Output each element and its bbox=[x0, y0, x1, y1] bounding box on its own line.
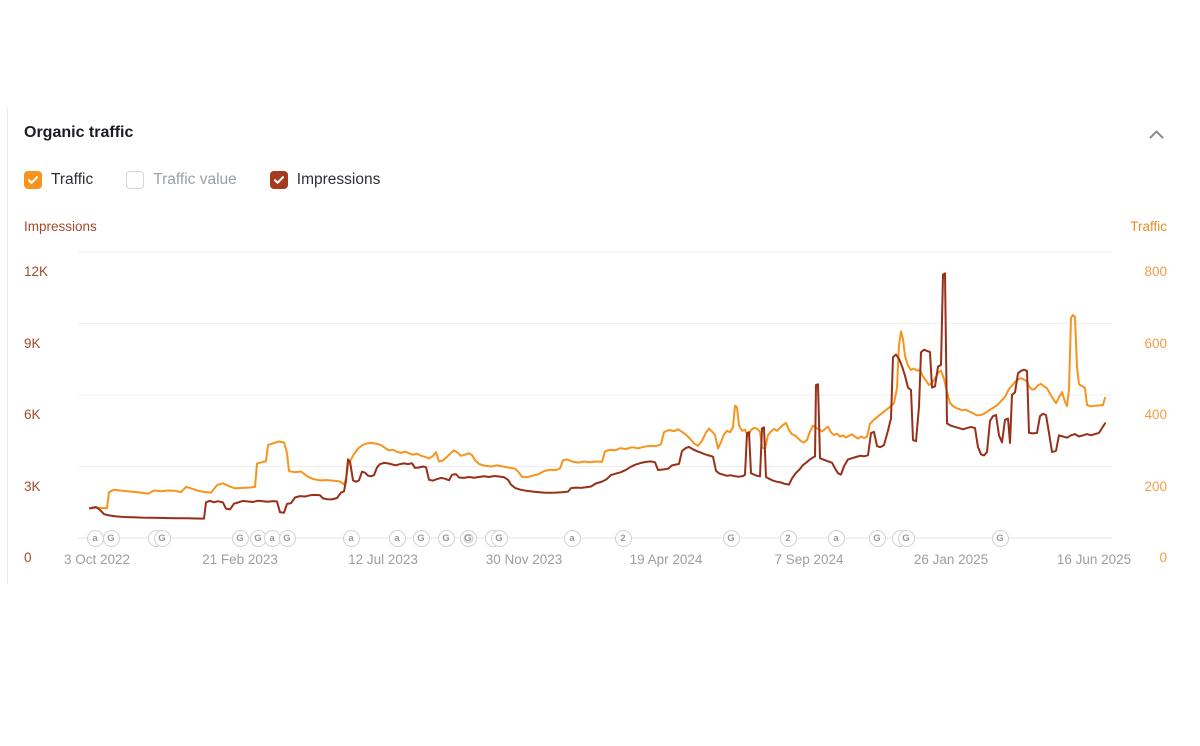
event-marker-glyph: a bbox=[86, 529, 104, 547]
event-marker-glyph: G bbox=[722, 529, 740, 547]
event-marker-glyph: G bbox=[459, 529, 477, 547]
left-axis-title: Impressions bbox=[24, 219, 97, 234]
legend-item-traffic-value[interactable]: Traffic value bbox=[126, 171, 237, 189]
x-axis-tick: 7 Sep 2024 bbox=[774, 552, 844, 567]
y-axis-tick-left: 12K bbox=[24, 264, 49, 279]
y-axis-tick-left: 0 bbox=[24, 550, 32, 565]
x-axis-tick: 3 Oct 2022 bbox=[63, 552, 131, 567]
y-axis-tick-right: 800 bbox=[1144, 264, 1167, 279]
checkmark-icon bbox=[27, 176, 39, 184]
event-marker-glyph: G bbox=[437, 529, 455, 547]
x-axis-tick: 26 Jan 2025 bbox=[913, 552, 989, 567]
y-axis-tick-left: 3K bbox=[24, 478, 41, 494]
x-axis-tick: 30 Nov 2023 bbox=[485, 552, 563, 567]
event-marker-glyph: G bbox=[991, 529, 1009, 547]
y-axis-tick-right: 200 bbox=[1144, 478, 1167, 494]
legend-item-traffic[interactable]: Traffic bbox=[24, 171, 93, 189]
collapse-button[interactable] bbox=[1142, 121, 1170, 147]
event-marker-glyph: G bbox=[868, 529, 886, 547]
chevron-up-icon bbox=[1149, 130, 1164, 139]
y-axis-tick-left: 6K bbox=[24, 407, 41, 422]
event-marker-glyph: G bbox=[412, 529, 430, 547]
event-marker-glyph: G bbox=[278, 529, 296, 547]
event-marker-glyph: G bbox=[102, 529, 120, 547]
event-marker-glyph: a bbox=[388, 529, 406, 547]
impressions-checkbox[interactable] bbox=[269, 171, 288, 189]
event-marker-glyph: G bbox=[897, 529, 915, 547]
y-axis-tick-right: 0 bbox=[1159, 550, 1167, 565]
x-axis-tick: 21 Feb 2023 bbox=[202, 552, 278, 567]
traffic-checkbox[interactable] bbox=[24, 171, 42, 189]
impressions-line-series bbox=[89, 272, 1106, 520]
x-axis-tick: 12 Jul 2023 bbox=[348, 552, 418, 567]
y-axis-tick-left: 9K bbox=[24, 335, 41, 351]
legend-item-impressions[interactable]: Impressions bbox=[269, 171, 381, 189]
traffic-value-checkbox[interactable] bbox=[126, 171, 145, 189]
traffic-checkbox-label: Traffic bbox=[51, 171, 94, 188]
x-axis-tick: 19 Apr 2024 bbox=[629, 552, 703, 567]
event-marker-glyph: 2 bbox=[614, 529, 632, 547]
event-marker-glyph: G bbox=[231, 529, 249, 547]
impressions-checkbox-label: Impressions bbox=[296, 171, 381, 188]
event-marker-glyph: a bbox=[342, 529, 360, 547]
right-axis-title: Traffic bbox=[1130, 219, 1167, 234]
event-marker-glyph: a bbox=[563, 529, 581, 547]
traffic-value-checkbox-label: Traffic value bbox=[153, 171, 237, 188]
event-marker-glyph: 2 bbox=[779, 529, 797, 547]
series-legend: Traffic Traffic value Impressions bbox=[24, 171, 380, 189]
panel-left-border bbox=[7, 108, 8, 584]
event-marker-glyph: G bbox=[490, 529, 508, 547]
event-marker-glyph: a bbox=[263, 529, 281, 547]
x-axis-tick: 16 Jun 2025 bbox=[1056, 552, 1132, 567]
traffic-line-series bbox=[89, 313, 1106, 510]
event-marker-glyph: G bbox=[153, 529, 171, 547]
y-axis-tick-right: 400 bbox=[1144, 407, 1167, 422]
checkmark-icon bbox=[273, 176, 284, 184]
page-title: Organic traffic bbox=[24, 124, 134, 141]
y-axis-tick-right: 600 bbox=[1144, 335, 1167, 351]
event-marker-glyph: a bbox=[827, 529, 845, 547]
